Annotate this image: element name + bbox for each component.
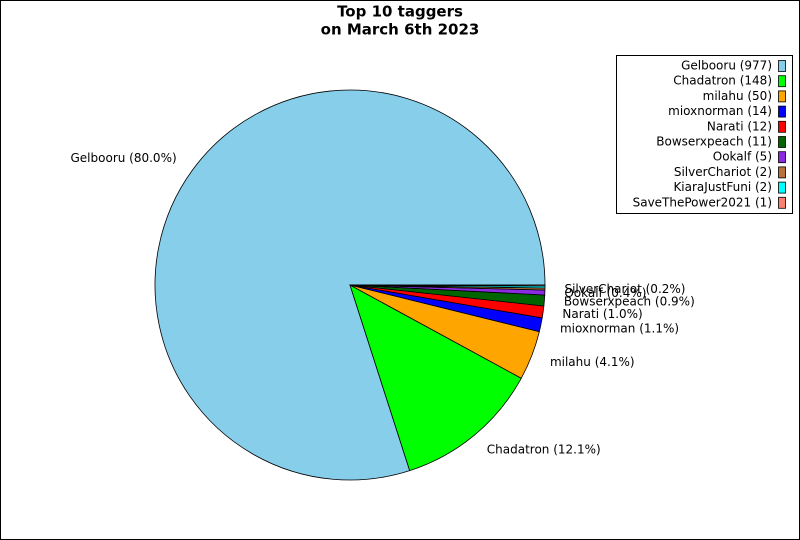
legend-label: mioxnorman (14) [668, 104, 772, 118]
legend-swatch [778, 181, 786, 194]
pie-slice [349, 284, 546, 287]
pie-slice [349, 284, 522, 472]
legend-label: Narati (12) [707, 119, 772, 133]
slice-label: milahu (4.1%) [550, 355, 635, 369]
slice-label: Chadatron (12.1%) [487, 443, 601, 457]
legend-swatch [778, 105, 786, 118]
legend-swatch [778, 136, 786, 148]
legend-swatch [778, 90, 786, 103]
slice-label: SilverChariot (0.2%) [564, 282, 685, 296]
slice-label: Narati (1.0%) [562, 307, 642, 321]
legend-label: SilverChariot (2) [674, 165, 772, 179]
legend-label: Gelbooru (977) [681, 59, 772, 73]
legend-swatch [778, 60, 786, 72]
slice-label: Ookalf (0.4%) [564, 286, 646, 300]
legend-box [616, 55, 793, 214]
legend-label: KiaraJustFuni (2) [673, 180, 772, 194]
chart-subtitle: on March 6th 2023 [321, 21, 480, 39]
legend-swatch [778, 75, 786, 88]
legend-label: Ookalf (5) [713, 150, 772, 164]
chart-title: Top 10 taggers [337, 3, 463, 21]
legend-label: SaveThePower2021 (1) [633, 195, 772, 209]
legend-label: Chadatron (148) [673, 74, 772, 88]
legend-swatch [778, 151, 786, 164]
slice-label: Gelbooru (80.0%) [71, 151, 177, 165]
legend-swatch [778, 120, 786, 133]
legend-swatch [778, 166, 786, 179]
legend-label: Bowserxpeach (11) [656, 135, 772, 149]
slice-label: mioxnorman (1.1%) [560, 321, 679, 335]
legend-swatch [778, 196, 786, 209]
legend-label: milahu (50) [703, 89, 772, 103]
slice-label: Bowserxpeach (0.9%) [564, 295, 695, 309]
